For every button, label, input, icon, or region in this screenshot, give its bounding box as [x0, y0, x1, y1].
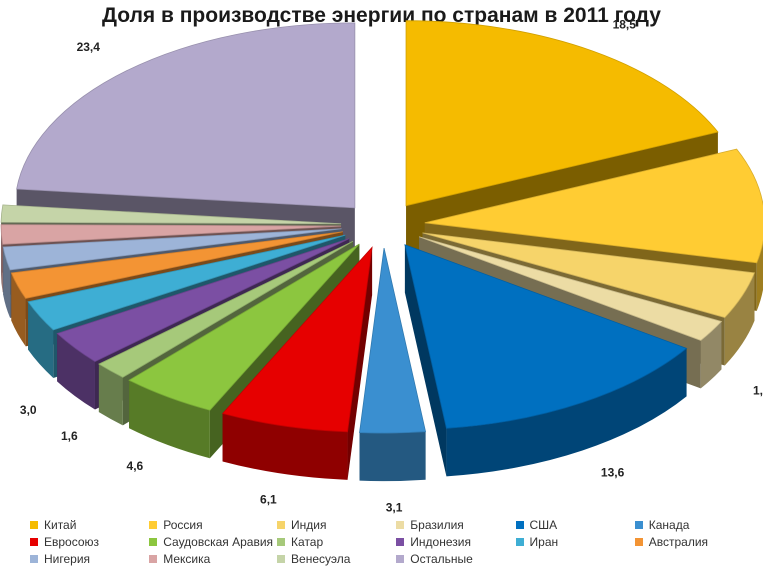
legend-swatch [396, 555, 405, 563]
pie-slice [2, 228, 342, 271]
legend-swatch [149, 521, 158, 529]
legend-item: Катар [277, 535, 392, 549]
legend-item: Нигерия [30, 552, 145, 566]
legend-swatch [277, 521, 286, 529]
legend-item: Саудовская Аравия [149, 535, 273, 549]
legend-swatch [149, 555, 158, 563]
legend-label: Индонезия [410, 535, 471, 549]
legend-label: Китай [44, 518, 77, 532]
legend-item: Мексика [149, 552, 273, 566]
pie-slice [27, 234, 346, 331]
legend-label: Евросоюз [44, 535, 100, 549]
pie-slice [221, 246, 373, 433]
legend-label: Мексика [163, 552, 211, 566]
data-label: 4,6 [127, 459, 144, 473]
legend-swatch [396, 521, 405, 529]
pie-slice [359, 248, 427, 434]
legend-swatch [30, 555, 38, 563]
legend-swatch [277, 555, 286, 563]
pie-slice [418, 236, 723, 341]
legend-swatch [634, 521, 643, 529]
legend-label: Иран [529, 535, 559, 549]
data-label: 6,1 [260, 492, 277, 506]
pie-slice [10, 231, 343, 299]
pie-slice [404, 244, 688, 429]
pie-slice [0, 224, 342, 245]
legend-item: Индонезия [396, 535, 511, 549]
legend-item: Евросоюз [30, 535, 145, 549]
chart-title: Доля в производстве энергии по странам в… [102, 4, 661, 27]
legend-item: Канада [634, 518, 750, 532]
legend-label: Австралия [648, 535, 709, 549]
data-label: 1,6 [61, 429, 78, 443]
pie-slice [98, 240, 354, 378]
pie-slice [56, 238, 350, 363]
legend-label: Бразилия [410, 518, 464, 532]
legend-label: Индия [291, 518, 327, 532]
legend-item: Австралия [634, 535, 750, 549]
legend-item: Бразилия [396, 518, 511, 532]
legend-swatch [396, 538, 405, 546]
legend-swatch [515, 521, 524, 529]
legend: Китай Россия Индия Бразилия США Канада Евросою… [30, 518, 750, 566]
legend-swatch [277, 538, 286, 546]
legend-item: Индия [277, 518, 392, 532]
legend-swatch [30, 538, 38, 546]
legend-item: Остальные [396, 552, 511, 566]
legend-label: Россия [163, 518, 203, 532]
data-label: 13,6 [601, 466, 625, 480]
legend-label: Канада [648, 518, 690, 532]
data-label: 23,4 [77, 40, 101, 54]
pie-slice [16, 22, 356, 209]
legend-label: Катар [291, 535, 324, 549]
pie-slice [422, 232, 756, 318]
legend-swatch [30, 521, 38, 529]
pie-slice [424, 148, 763, 264]
slice-tops [0, 20, 763, 434]
legend-item: Китай [30, 518, 145, 532]
legend-swatch [149, 538, 158, 546]
data-labels: 18,510,04,11,913,63,16,14,61,63,02,72,32… [20, 18, 763, 515]
legend-label: Остальные [410, 552, 473, 566]
data-label: 1,9 [753, 383, 763, 397]
legend-item: США [515, 518, 631, 532]
legend-item: Россия [149, 518, 273, 532]
legend-label: Венесуэла [291, 552, 351, 566]
pie-chart: 18,510,04,11,913,63,16,14,61,63,02,72,32… [0, 18, 763, 515]
legend-label: США [529, 518, 558, 532]
data-label: 3,0 [20, 403, 37, 417]
data-label: 3,1 [386, 501, 403, 515]
pie-slice [405, 20, 719, 207]
data-label: 18,5 [613, 18, 637, 32]
legend-label: Нигерия [44, 552, 91, 566]
legend-swatch [515, 538, 524, 546]
legend-label: Саудовская Аравия [163, 535, 274, 549]
pie-slice [0, 204, 342, 225]
legend-item: Венесуэла [277, 552, 392, 566]
legend-item: Иран [515, 535, 631, 549]
legend-swatch [634, 538, 643, 546]
pie-slice [128, 243, 360, 411]
